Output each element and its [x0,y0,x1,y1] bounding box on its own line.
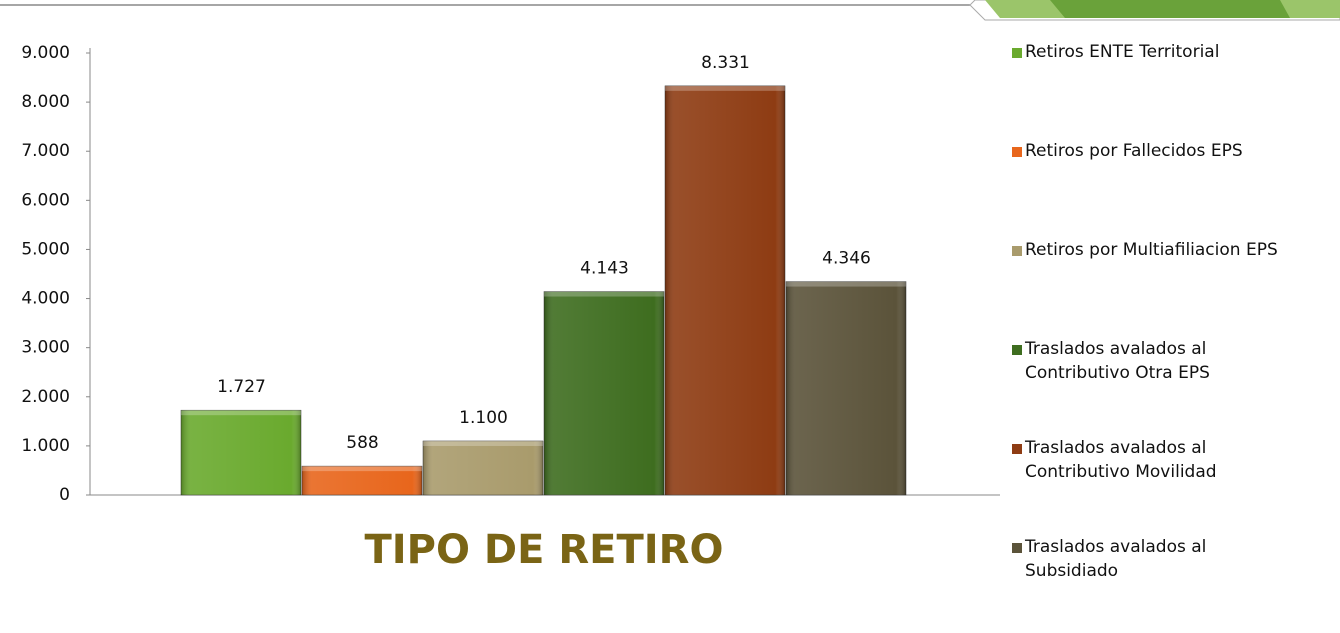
y-tick-label: 3.000 [21,338,70,358]
bar-bevel [786,281,906,495]
legend-entry: Traslados avalados al Contributivo Movil… [1012,436,1217,484]
bar-bevel [423,440,543,495]
data-label: 1.100 [459,408,508,428]
legend-label: Retiros ENTE Territorial [1025,42,1220,62]
legend-swatch [1012,543,1022,553]
category-label: TIPO DE RETIRO [365,527,724,573]
bar-bevel [544,291,664,495]
y-tick-label: 6.000 [21,190,70,210]
legend-swatch [1012,246,1022,256]
y-tick-label: 0 [59,485,70,505]
y-tick-label: 4.000 [21,289,70,309]
y-tick-label: 7.000 [21,141,70,161]
bar-bevel [181,410,301,495]
y-tick-label: 1.000 [21,436,70,456]
bar-bevel-top [544,291,664,297]
data-label: 588 [346,433,378,453]
top-decoration [1050,0,1290,18]
legend-entry: Retiros por Fallecidos EPS [1012,139,1243,163]
legend-entry: Traslados avalados al Contributivo Otra … [1012,337,1210,385]
legend-entry: Traslados avalados al Subsidiado [1012,535,1206,583]
legend-swatch [1012,444,1022,454]
legend-entry: Retiros por Multiafiliacion EPS [1012,238,1278,262]
bar-bevel [665,85,785,495]
data-label: 4.143 [580,259,629,279]
legend-label: Retiros por Multiafiliacion EPS [1025,240,1278,260]
legend-swatch [1012,147,1022,157]
legend-swatch [1012,48,1022,58]
data-label: 4.346 [822,249,871,269]
legend-label: Traslados avalados al Contributivo Movil… [1025,438,1217,482]
y-tick-label: 2.000 [21,387,70,407]
legend-entry: Retiros ENTE Territorial [1012,40,1219,64]
data-label: 1.727 [217,377,266,397]
y-tick-label: 9.000 [21,43,70,63]
legend-label: Retiros por Fallecidos EPS [1025,141,1243,161]
y-tick-label: 8.000 [21,92,70,112]
legend-label: Traslados avalados al Contributivo Otra … [1025,339,1210,383]
bar-bevel-top [786,281,906,287]
legend-label: Traslados avalados al Subsidiado [1025,537,1207,581]
bar-bevel-top [181,410,301,416]
bar-bevel-top [423,440,543,446]
legend-swatch [1012,345,1022,355]
y-tick-label: 5.000 [21,239,70,259]
bar-bevel-top [302,466,422,472]
bar-bevel-top [665,85,785,91]
bar-bevel [302,466,422,495]
data-label: 8.331 [701,53,750,73]
